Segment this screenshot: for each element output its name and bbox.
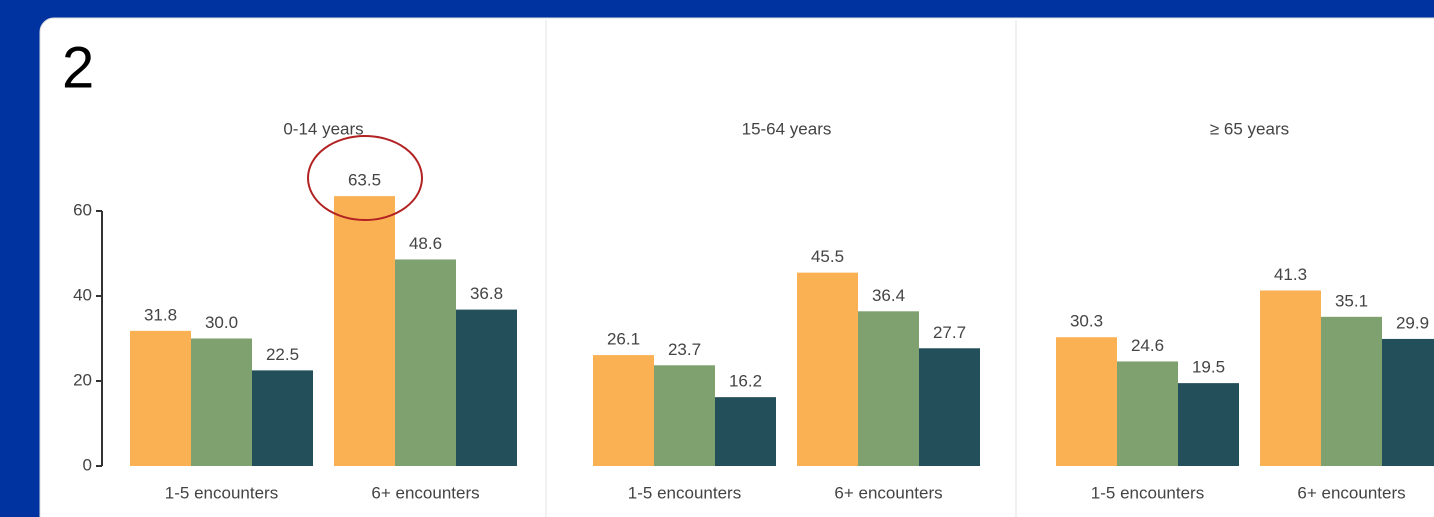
value-label: 19.5: [1192, 358, 1225, 377]
value-label: 48.6: [409, 234, 442, 253]
bar: [858, 311, 919, 466]
value-label: 63.5: [348, 171, 381, 190]
value-label: 26.1: [607, 330, 640, 349]
bar: [1382, 338, 1434, 466]
bar: [395, 259, 456, 466]
y-tick-label: 40: [73, 285, 92, 304]
bar: [130, 330, 191, 466]
bar: [1321, 316, 1382, 466]
panel-label: 2: [62, 35, 94, 100]
highlight-circle: [307, 135, 423, 221]
value-label: 31.8: [144, 305, 177, 324]
y-tick-label: 60: [73, 200, 92, 219]
panel-title: 0-14 years: [283, 119, 363, 138]
value-label: 30.0: [205, 313, 238, 332]
bar: [919, 348, 980, 466]
value-label: 27.7: [933, 323, 966, 342]
panel-title: ≥ 65 years: [1210, 119, 1289, 138]
x-tick-label: 6+ encounters: [371, 483, 479, 502]
bar: [1117, 361, 1178, 466]
value-label: 36.8: [470, 284, 503, 303]
x-tick-label: 1-5 encounters: [628, 483, 741, 502]
x-tick-label: 6+ encounters: [834, 483, 942, 502]
bar: [715, 397, 776, 466]
panel-title: 15-64 years: [742, 119, 832, 138]
value-label: 23.7: [668, 340, 701, 359]
bar: [252, 370, 313, 466]
bar: [593, 355, 654, 466]
value-label: 24.6: [1131, 336, 1164, 355]
value-label: 36.4: [872, 286, 905, 305]
y-tick-label: 20: [73, 370, 92, 389]
bar: [334, 196, 395, 466]
bar: [191, 338, 252, 466]
y-tick-label: 0: [83, 455, 92, 474]
value-label: 45.5: [811, 247, 844, 266]
x-tick-label: 6+ encounters: [1297, 483, 1405, 502]
value-label: 29.9: [1396, 313, 1429, 332]
x-tick-label: 1-5 encounters: [1091, 483, 1204, 502]
bar: [1260, 290, 1321, 466]
value-label: 41.3: [1274, 265, 1307, 284]
x-tick-label: 1-5 encounters: [165, 483, 278, 502]
value-label: 16.2: [729, 372, 762, 391]
value-label: 30.3: [1070, 312, 1103, 331]
value-label: 22.5: [266, 345, 299, 364]
bar: [456, 309, 517, 466]
bar: [654, 365, 715, 466]
bar: [1178, 383, 1239, 466]
value-label: 35.1: [1335, 291, 1368, 310]
bar: [797, 272, 858, 466]
bar: [1056, 337, 1117, 466]
